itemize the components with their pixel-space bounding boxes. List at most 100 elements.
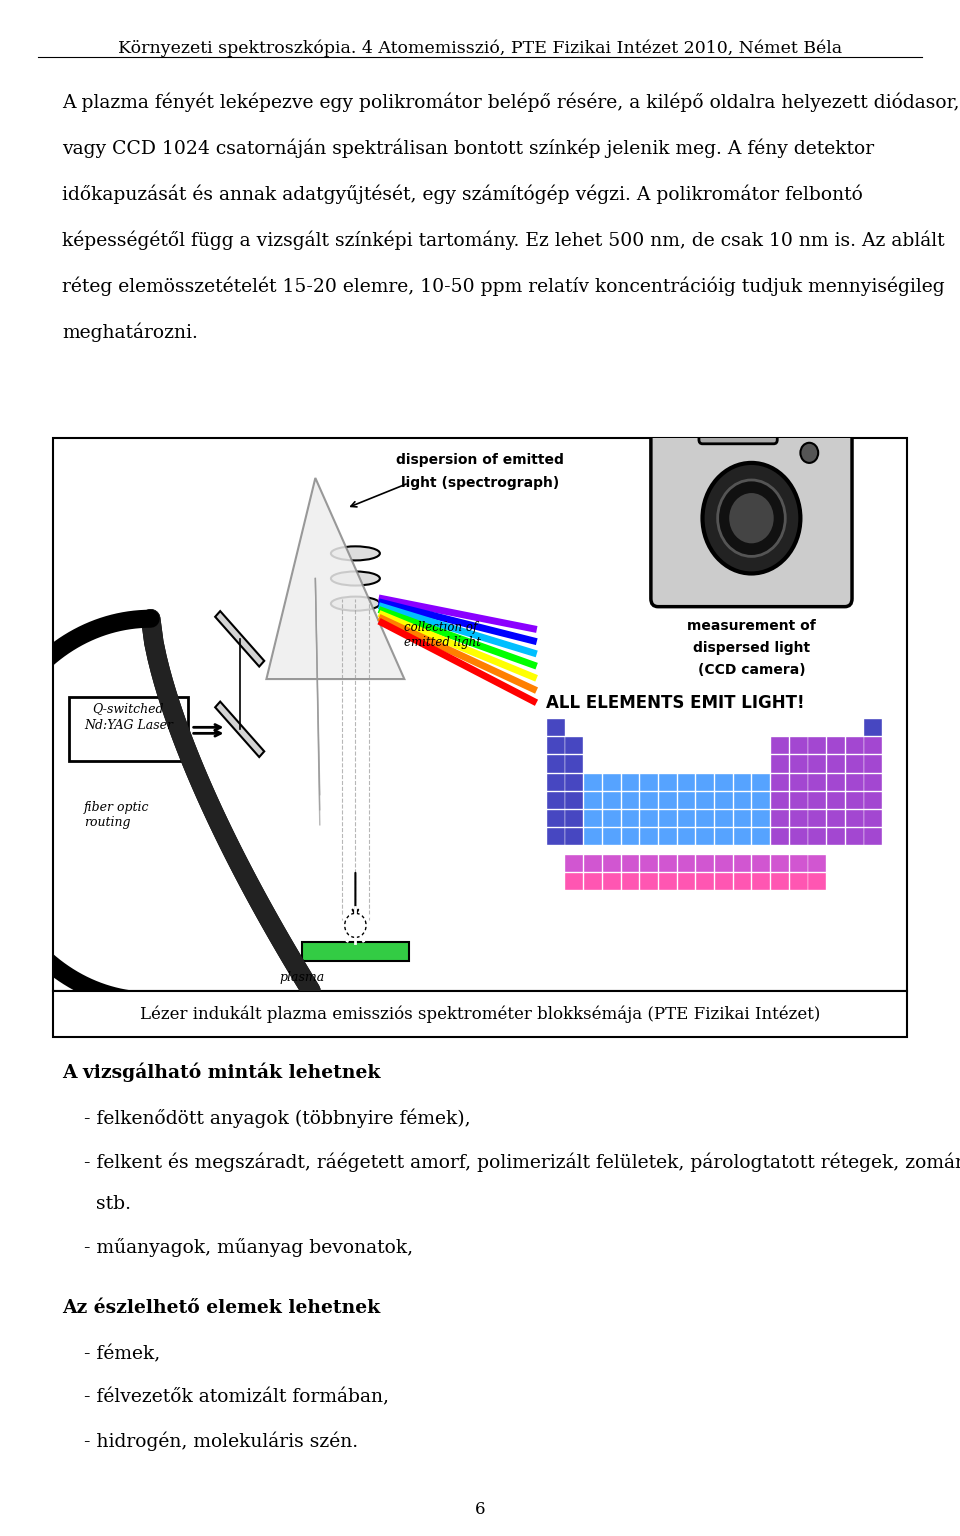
Bar (864, 737, 882, 754)
Bar (584, 809, 602, 826)
Text: - fémek,: - fémek, (84, 1346, 160, 1364)
Text: ALL ELEMENTS EMIT LIGHT!: ALL ELEMENTS EMIT LIGHT! (546, 694, 805, 713)
Bar (547, 809, 564, 826)
Bar (715, 774, 732, 791)
Bar (715, 856, 732, 872)
Bar (640, 791, 658, 809)
Bar (808, 737, 827, 754)
FancyBboxPatch shape (699, 406, 778, 444)
Bar (584, 791, 602, 809)
Bar (640, 774, 658, 791)
Bar (640, 872, 658, 891)
Bar (696, 809, 714, 826)
Bar (733, 828, 752, 845)
Bar (733, 774, 752, 791)
Polygon shape (215, 702, 264, 757)
Bar (771, 856, 789, 872)
Bar (790, 737, 807, 754)
Bar (584, 872, 602, 891)
Bar (771, 809, 789, 826)
Text: dispersion of emitted: dispersion of emitted (396, 453, 564, 467)
Text: réteg elemösszetételét 15-20 elemre, 10-50 ppm relatív koncentrációig tudjuk men: réteg elemösszetételét 15-20 elemre, 10-… (62, 276, 945, 296)
Bar (846, 828, 864, 845)
Bar (828, 791, 845, 809)
Bar (621, 872, 639, 891)
Bar (790, 809, 807, 826)
Bar (678, 774, 695, 791)
Text: - félvezetők atomizált formában,: - félvezetők atomizált formában, (84, 1389, 390, 1407)
Bar (753, 774, 770, 791)
Bar (846, 756, 864, 773)
Text: Környezeti spektroszkópia. 4 Atomemisszió, PTE Fizikai Intézet 2010, Német Béla: Környezeti spektroszkópia. 4 Atomemisszi… (118, 40, 842, 57)
Bar (790, 756, 807, 773)
Text: vagy CCD 1024 csatornáján spektrálisan bontott színkép jelenik meg. A fény detek: vagy CCD 1024 csatornáján spektrálisan b… (62, 138, 875, 158)
Bar (715, 791, 732, 809)
Text: fiber optic
routing: fiber optic routing (84, 800, 150, 829)
Bar (603, 809, 620, 826)
Bar (603, 856, 620, 872)
Circle shape (345, 914, 366, 937)
Text: light (spectrograph): light (spectrograph) (401, 476, 559, 490)
Bar (808, 809, 827, 826)
Bar (565, 856, 584, 872)
Bar (547, 737, 564, 754)
Bar (864, 719, 882, 736)
Bar (696, 856, 714, 872)
Bar (771, 872, 789, 891)
Bar (584, 856, 602, 872)
Bar (659, 809, 677, 826)
Bar (696, 872, 714, 891)
Bar (864, 774, 882, 791)
Bar (603, 828, 620, 845)
Bar (621, 856, 639, 872)
Bar (808, 756, 827, 773)
Bar (846, 737, 864, 754)
Bar (790, 828, 807, 845)
Bar (828, 756, 845, 773)
Ellipse shape (331, 596, 380, 611)
Bar (53, 438, 907, 991)
Bar (790, 856, 807, 872)
Bar (715, 872, 732, 891)
Bar (808, 872, 827, 891)
Bar (733, 872, 752, 891)
Bar (640, 809, 658, 826)
Polygon shape (215, 611, 264, 667)
Bar (828, 828, 845, 845)
Text: - hidrogén, molekuláris szén.: - hidrogén, molekuláris szén. (84, 1432, 359, 1452)
Bar (659, 774, 677, 791)
Bar (678, 856, 695, 872)
Bar (640, 828, 658, 845)
Bar (621, 791, 639, 809)
Bar (621, 828, 639, 845)
Bar (565, 828, 584, 845)
Bar (771, 791, 789, 809)
Bar (659, 828, 677, 845)
Bar (771, 737, 789, 754)
Bar (864, 828, 882, 845)
Text: Lézer indukált plazma emissziós spektrométer blokksémája (PTE Fizikai Intézet): Lézer indukált plazma emissziós spektrom… (140, 1005, 820, 1023)
Bar (565, 756, 584, 773)
Bar (547, 719, 564, 736)
Ellipse shape (331, 571, 380, 585)
Text: collection of: collection of (404, 621, 478, 634)
Text: 6: 6 (475, 1501, 485, 1518)
Bar (846, 791, 864, 809)
Bar (828, 737, 845, 754)
Bar (864, 809, 882, 826)
Text: dispersed light: dispersed light (693, 641, 810, 654)
Bar (771, 756, 789, 773)
Bar (790, 872, 807, 891)
Bar (864, 756, 882, 773)
Bar (678, 809, 695, 826)
Bar (302, 943, 409, 960)
Bar (753, 856, 770, 872)
Bar (547, 791, 564, 809)
Bar (753, 872, 770, 891)
Bar (808, 856, 827, 872)
Bar (753, 791, 770, 809)
Bar (621, 809, 639, 826)
Bar (640, 856, 658, 872)
Bar (790, 774, 807, 791)
Text: meghatározni.: meghatározni. (62, 323, 199, 343)
